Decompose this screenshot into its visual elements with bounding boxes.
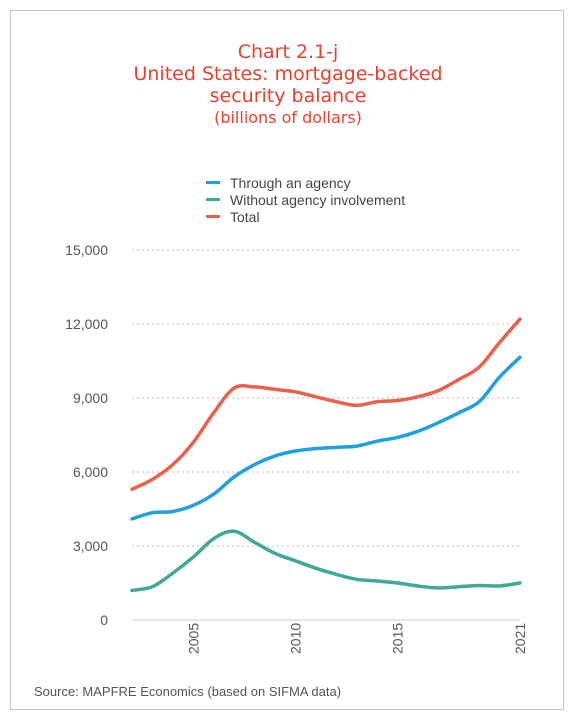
chart-subtitle: (billions of dollars) (214, 108, 362, 127)
legend-swatch-total (206, 215, 220, 218)
legend-item-agency: Through an agency (206, 174, 405, 191)
legend-swatch-non-agency (206, 198, 220, 201)
y-tick-label-2: 6,000 (73, 464, 108, 480)
legend-label-total: Total (230, 208, 260, 225)
legend-label-non-agency: Without agency involvement (230, 191, 406, 208)
series-line-2 (130, 317, 522, 492)
legend-item-non-agency: Without agency involvement (206, 191, 405, 208)
y-tick-label-5: 15,000 (65, 242, 108, 258)
x-tick-label-2005: 2005 (185, 623, 201, 654)
y-tick-label-4: 12,000 (65, 316, 108, 332)
chart-title-line-2: security balance (209, 85, 367, 107)
chart-legend: Through an agency Without agency involve… (206, 174, 405, 225)
y-tick-label-1: 3,000 (73, 538, 108, 554)
y-tick-label-0: 0 (100, 612, 108, 628)
x-tick-label-2021: 2021 (512, 623, 528, 654)
source-note: Source: MAPFRE Economics (based on SIFMA… (34, 684, 342, 699)
x-tick-label-2015: 2015 (389, 623, 405, 654)
y-tick-label-3: 9,000 (73, 390, 108, 406)
x-tick-label-2010: 2010 (287, 623, 303, 654)
series-line-0 (130, 355, 522, 521)
legend-item-total: Total (206, 208, 405, 225)
legend-label-agency: Through an agency (230, 174, 351, 191)
chart-frame (10, 10, 564, 710)
series-line-1 (130, 529, 522, 593)
legend-swatch-agency (206, 181, 220, 184)
chart-title-line-1: United States: mortgage-backed (133, 63, 443, 85)
chart-title-number: Chart 2.1-j (237, 41, 339, 63)
